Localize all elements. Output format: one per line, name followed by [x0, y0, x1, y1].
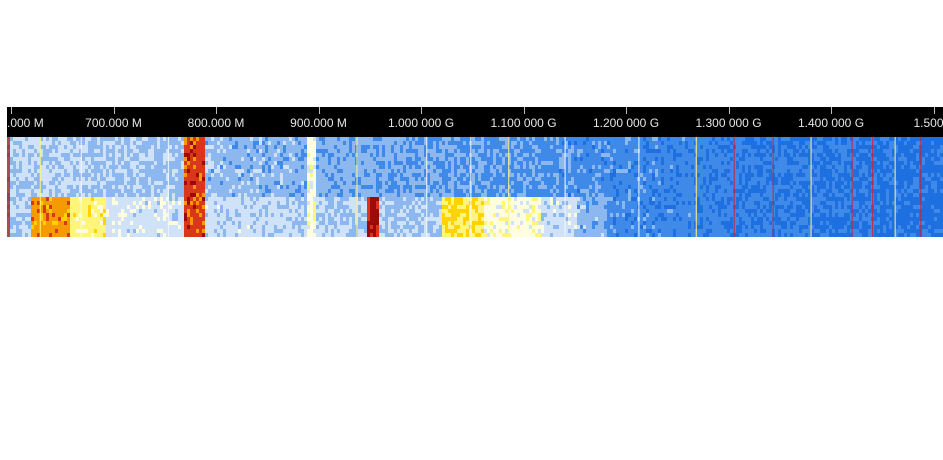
tick-label: .000 M: [7, 116, 44, 130]
tick-mark: [216, 107, 217, 114]
tick-mark: [11, 107, 12, 114]
tick-label: 1.500 0: [913, 116, 943, 130]
carrier-line: [638, 137, 640, 237]
waterfall-display[interactable]: [7, 137, 943, 237]
tick-label: 1.400 000 G: [797, 116, 865, 130]
carrier-line: [39, 137, 41, 237]
carrier-line: [695, 137, 697, 237]
tick-label: 900.000 M: [290, 116, 347, 130]
frequency-axis[interactable]: .000 M 700.000 M 800.000 M 900.000 M 1.000 0…: [7, 107, 943, 137]
carrier-line: [356, 137, 358, 237]
tick-mark: [421, 107, 422, 114]
carrier-line: [508, 137, 510, 237]
tick-label: 700.000 M: [85, 116, 142, 130]
tick-mark: [626, 107, 627, 114]
tick-label: 800.000 M: [187, 116, 245, 130]
carrier-line: [426, 137, 428, 237]
carrier-line: [872, 137, 874, 237]
tick-mark: [523, 107, 525, 114]
edge-streak: [7, 137, 10, 237]
tick-mark: [113, 107, 115, 114]
carrier-line: [894, 137, 896, 237]
tick-mark: [728, 107, 730, 114]
tick-label: 1.200 000 G: [592, 116, 660, 130]
tick-mark: [831, 107, 832, 114]
tick-label: 1.000 000 G: [387, 116, 455, 130]
carrier-line: [772, 137, 774, 237]
tick-label: 1.100 000 G: [490, 116, 557, 130]
carrier-line: [733, 137, 735, 237]
tick-mark: [933, 107, 935, 114]
tick-label: 1.300 000 G: [695, 116, 762, 130]
carrier-line: [167, 137, 170, 237]
tick-mark: [318, 107, 320, 114]
carrier-line: [470, 137, 472, 237]
carrier-line: [810, 137, 812, 237]
carrier-line: [80, 137, 82, 237]
carrier-line: [851, 137, 853, 237]
carrier-line: [920, 137, 922, 237]
carrier-line: [564, 137, 566, 237]
waterfall-heatmap: [7, 137, 943, 237]
spectrum-viewer[interactable]: .000 M 700.000 M 800.000 M 900.000 M 1.000 0…: [7, 107, 943, 237]
